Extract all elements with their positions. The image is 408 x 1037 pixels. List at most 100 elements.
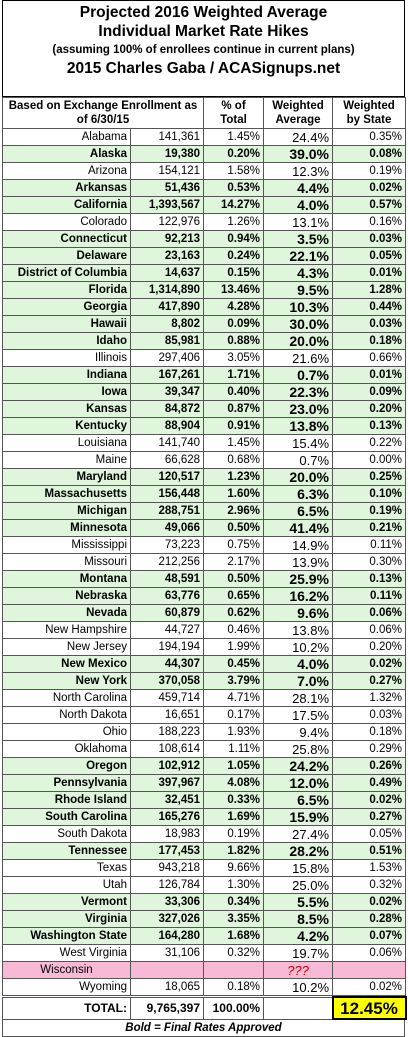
pct-total-cell xyxy=(203,961,265,979)
table-row: Connecticut 92,213 0.94% 3.5% 0.03% xyxy=(2,230,407,248)
enrollment-cell: 122,976 xyxy=(129,213,205,231)
pct-total-cell: 1.82% xyxy=(203,842,265,860)
pct-total-cell: 4.08% xyxy=(203,774,265,792)
pct-total-cell: 0.46% xyxy=(203,621,265,639)
state-cell: Arkansas xyxy=(2,179,131,197)
weighted-by-state-cell: 0.20% xyxy=(332,400,407,418)
pct-total-cell: 0.15% xyxy=(203,264,265,282)
table-row: District of Columbia 14,637 0.15% 4.3% 0.01% xyxy=(2,264,407,282)
table-row: Washington State 164,280 1.68% 4.2% 0.07% xyxy=(2,927,407,945)
pct-total-cell: 2.17% xyxy=(203,553,265,571)
table-row: Maryland 120,517 1.23% 20.0% 0.25% xyxy=(2,468,407,486)
enrollment-cell: 108,614 xyxy=(129,740,205,758)
weighted-average-cell: 9.5% xyxy=(263,281,334,299)
pct-total-cell: 0.87% xyxy=(203,400,265,418)
table-row: Texas 943,218 9.66% 15.8% 1.53% xyxy=(2,859,407,877)
state-cell: Alabama xyxy=(2,128,131,146)
state-cell: Indiana xyxy=(2,366,131,384)
weighted-by-state-cell: 0.01% xyxy=(332,264,407,282)
enrollment-cell: 165,276 xyxy=(129,808,205,826)
pct-total-cell: 1.05% xyxy=(203,757,265,775)
enrollment-cell: 8,802 xyxy=(129,315,205,333)
enrollment-cell: 33,306 xyxy=(129,893,205,911)
pct-total-cell: 0.18% xyxy=(203,978,265,996)
weighted-by-state-cell: 0.03% xyxy=(332,230,407,248)
weighted-average-cell: 22.3% xyxy=(263,383,334,401)
weighted-by-state-cell: 0.02% xyxy=(332,655,407,673)
pct-total-cell: 1.71% xyxy=(203,366,265,384)
weighted-average-cell: 3.5% xyxy=(263,230,334,248)
state-cell: Wyoming xyxy=(2,978,131,996)
weighted-by-state-cell: 0.13% xyxy=(332,417,407,435)
table-row: Hawaii 8,802 0.09% 30.0% 0.03% xyxy=(2,315,407,333)
enrollment-cell: 44,727 xyxy=(129,621,205,639)
pct-total-cell: 4.71% xyxy=(203,689,265,707)
state-cell: Virginia xyxy=(2,910,131,928)
pct-total-cell: 0.65% xyxy=(203,587,265,605)
state-cell: Florida xyxy=(2,281,131,299)
weighted-average-cell: 28.1% xyxy=(263,689,334,707)
table-row: Massachusetts 156,448 1.60% 6.3% 0.10% xyxy=(2,485,407,503)
state-cell: Minnesota xyxy=(2,519,131,537)
pct-total-cell: 0.40% xyxy=(203,383,265,401)
state-cell: Mississippi xyxy=(2,536,131,554)
weighted-average-cell: 39.0% xyxy=(263,145,334,163)
table-row: Ohio 188,223 1.93% 9.4% 0.18% xyxy=(2,723,407,741)
pct-total-cell: 0.33% xyxy=(203,791,265,809)
weighted-average-cell: 14.9% xyxy=(263,536,334,554)
weighted-average-cell: 9.4% xyxy=(263,723,334,741)
weighted-average-cell: 10.2% xyxy=(263,638,334,656)
pct-total-cell: 3.05% xyxy=(203,349,265,367)
weighted-by-state-cell: 0.19% xyxy=(332,502,407,520)
state-cell: Pennsylvania xyxy=(2,774,131,792)
enrollment-cell: 297,406 xyxy=(129,349,205,367)
weighted-average-cell: 25.8% xyxy=(263,740,334,758)
weighted-by-state-cell: 0.06% xyxy=(332,944,407,962)
weighted-by-state-cell: 0.49% xyxy=(332,774,407,792)
table-row: Louisiana 141,740 1.45% 15.4% 0.22% xyxy=(2,434,407,452)
table-row: Alabama 141,361 1.45% 24.4% 0.35% xyxy=(2,128,407,146)
weighted-by-state-cell: 0.32% xyxy=(332,876,407,894)
enrollment-cell xyxy=(129,961,205,979)
weighted-average-cell: 9.6% xyxy=(263,604,334,622)
table-row: Florida 1,314,890 13.46% 9.5% 1.28% xyxy=(2,281,407,299)
title-line-1: Projected 2016 Weighted Average xyxy=(79,4,328,21)
pct-total-cell: 0.45% xyxy=(203,655,265,673)
weighted-by-state-cell: 0.20% xyxy=(332,638,407,656)
pct-total-cell: 3.79% xyxy=(203,672,265,690)
weighted-by-state-cell: 0.06% xyxy=(332,621,407,639)
weighted-by-state-cell: 0.01% xyxy=(332,366,407,384)
enrollment-cell: 177,453 xyxy=(129,842,205,860)
table-row: Georgia 417,890 4.28% 10.3% 0.44% xyxy=(2,298,407,316)
state-cell: West Virginia xyxy=(2,944,131,962)
table-row: Maine 66,628 0.68% 0.7% 0.00% xyxy=(2,451,407,469)
enrollment-cell: 141,740 xyxy=(129,434,205,452)
pct-total-cell: 4.28% xyxy=(203,298,265,316)
table-row: Illinois 297,406 3.05% 21.6% 0.66% xyxy=(2,349,407,367)
rate-table: Based on Exchange Enrollment as of 6/30/… xyxy=(1,97,407,996)
state-cell: District of Columbia xyxy=(2,264,131,282)
pct-total-cell: 1.99% xyxy=(203,638,265,656)
pct-total-cell: 1.68% xyxy=(203,927,265,945)
weighted-average-cell: 25.0% xyxy=(263,876,334,894)
total-row: TOTAL: 9,765,397 100.00% 12.45% xyxy=(2,996,407,1020)
weighted-by-state-cell xyxy=(332,961,407,979)
table-row: Mississippi 73,223 0.75% 14.9% 0.11% xyxy=(2,536,407,554)
enrollment-cell: 49,066 xyxy=(129,519,205,537)
table-row: California 1,393,567 14.27% 4.0% 0.57% xyxy=(2,196,407,214)
weighted-average-cell: ??? xyxy=(263,961,334,979)
weighted-by-state-cell: 0.18% xyxy=(332,332,407,350)
weighted-by-state-cell: 0.09% xyxy=(332,383,407,401)
pct-total-cell: 13.46% xyxy=(203,281,265,299)
state-cell: Louisiana xyxy=(2,434,131,452)
state-cell: Massachusetts xyxy=(2,485,131,503)
weighted-by-state-cell: 1.53% xyxy=(332,859,407,877)
state-cell: Texas xyxy=(2,859,131,877)
state-cell: Kansas xyxy=(2,400,131,418)
state-cell: Kentucky xyxy=(2,417,131,435)
total-weighted: 12.45% xyxy=(331,996,407,1020)
table-row: New York 370,058 3.79% 7.0% 0.27% xyxy=(2,672,407,690)
state-cell: Delaware xyxy=(2,247,131,265)
state-cell: Georgia xyxy=(2,298,131,316)
header-state: Based on Exchange Enrollment as of 6/30/… xyxy=(1,97,205,129)
